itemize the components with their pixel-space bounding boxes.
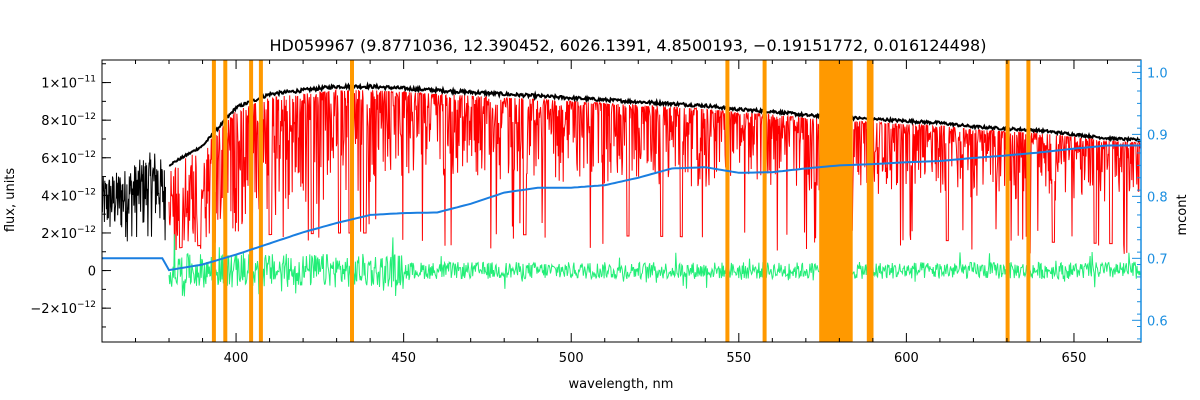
mask-line <box>725 60 730 342</box>
y-tick-label: 1×10−11 <box>41 75 96 92</box>
mask-line <box>869 60 874 342</box>
mask-line <box>866 60 871 342</box>
y-tick-label: 6×10−12 <box>41 150 96 167</box>
x-tick-label: 550 <box>726 351 751 366</box>
right-axis-label: mcont <box>1175 194 1190 235</box>
continuum-line <box>102 144 1141 272</box>
mask-line <box>258 60 263 342</box>
observed-spectrum <box>168 81 1141 167</box>
y-tick-label: 8×10−12 <box>41 112 96 129</box>
mask-line <box>762 60 767 342</box>
mask-line <box>223 60 228 342</box>
x-axis-label: wavelength, nm <box>569 377 674 392</box>
mask-line <box>249 60 254 342</box>
x-tick-label: 400 <box>224 351 249 366</box>
y-tick-label: 0 <box>88 265 96 280</box>
mask-line <box>211 60 216 342</box>
y2-tick-label: 0.8 <box>1147 190 1168 205</box>
y2-tick-label: 0.9 <box>1147 128 1168 143</box>
y-axis: −2×10−12 0 2×10−12 4×10−12 6×10−12 8×10−12 1×1… <box>30 63 111 328</box>
x-axis: 400 450 500 550 600 650 <box>135 60 1142 366</box>
model-spectrum <box>168 88 1141 256</box>
x-tick-label: 600 <box>894 351 919 366</box>
y-axis-label: flux, units <box>3 168 18 233</box>
residuals <box>168 234 1141 297</box>
x-tick-label: 650 <box>1062 351 1087 366</box>
y2-tick-label: 0.7 <box>1147 252 1168 267</box>
y-tick-label: 4×10−12 <box>41 187 96 204</box>
right-axis: 0.6 0.7 0.8 0.9 1.0 <box>1132 60 1168 342</box>
mask-band <box>819 60 853 342</box>
mask-line <box>1026 60 1031 342</box>
y-tick-label: −2×10−12 <box>30 300 96 317</box>
y2-tick-label: 1.0 <box>1147 66 1168 81</box>
mask-line <box>350 60 354 342</box>
y-tick-label: 2×10−12 <box>41 225 96 242</box>
mask-line <box>1005 60 1010 342</box>
y2-tick-label: 0.6 <box>1147 314 1168 329</box>
observed-spectrum-blue <box>102 152 166 242</box>
x-tick-label: 500 <box>559 351 584 366</box>
chart-title: HD059967 (9.8771036, 12.390452, 6026.139… <box>270 36 987 55</box>
x-tick-label: 450 <box>391 351 416 366</box>
